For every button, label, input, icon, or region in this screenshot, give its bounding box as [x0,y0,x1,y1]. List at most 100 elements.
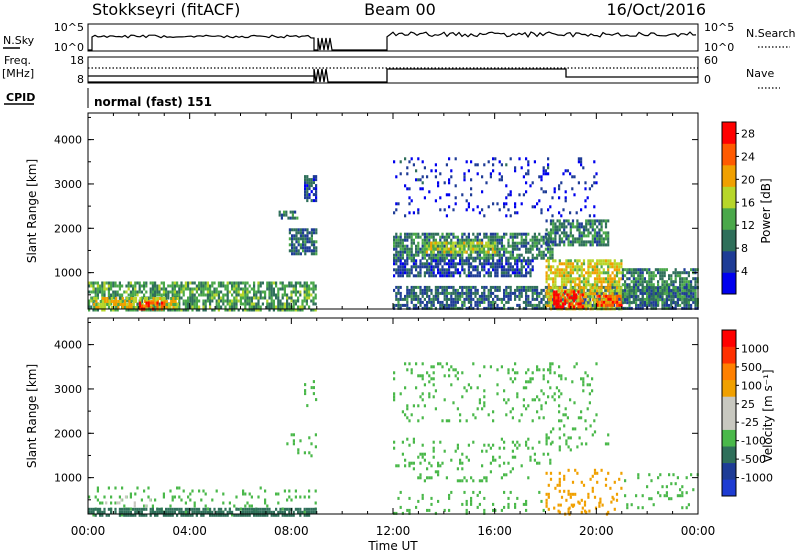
heatmap-cell [650,274,653,278]
heatmap-cell [574,280,577,284]
heatmap-cell [195,284,198,288]
heatmap-cell [235,507,238,511]
heatmap-cell [443,253,446,257]
heatmap-cell [170,303,173,306]
heatmap-cell [443,271,446,275]
heatmap-cell [554,486,557,490]
heatmap-cell [536,238,539,242]
heatmap-cell [410,247,413,251]
heatmap-cell [465,160,468,164]
heatmap-cell [672,295,675,299]
heatmap-cell [239,293,242,297]
heatmap-cell [202,293,205,297]
heatmap-cell [596,298,599,302]
heatmap-cell [310,454,313,458]
heatmap-cell [421,244,424,248]
heatmap-cell [423,458,426,462]
heatmap-cell [648,277,651,281]
heatmap-cell [596,237,599,241]
heatmap-cell [558,274,561,278]
heatmap-cell [439,268,442,272]
heatmap-cell [494,285,497,289]
heatmap-cell [454,196,457,200]
heatmap-cell [637,476,640,480]
heatmap-cell [511,271,514,275]
heatmap-cell [613,268,616,272]
heatmap-cell [425,250,428,254]
heatmap-cell [138,301,141,305]
heatmap-cell [213,296,216,300]
heatmap-cell [569,265,572,269]
heatmap-cell [434,247,437,251]
heatmap-cell [445,306,448,310]
heatmap-cell [428,265,431,269]
heatmap-cell [514,288,517,292]
heatmap-cell [522,265,525,269]
heatmap-cell [165,293,168,297]
heatmap-cell [624,295,627,299]
heatmap-cell [571,280,575,284]
heatmap-cell [635,283,638,287]
heatmap-cell [426,232,429,236]
heatmap-cell [275,492,278,496]
heatmap-cell [233,290,236,294]
heatmap-cell [160,293,163,297]
heatmap-cell [211,281,214,285]
heatmap-cell [558,489,561,493]
heatmap-cell [560,274,564,278]
heatmap-cell [406,247,409,251]
heatmap-cell [299,495,302,499]
heatmap-cell [648,301,651,305]
heatmap-cell [202,284,205,288]
heatmap-cell [299,234,302,238]
heatmap-cell [93,306,96,309]
heatmap-cell [514,455,517,459]
heatmap-cell [538,461,541,465]
heatmap-cell [145,284,148,288]
heatmap-cell [233,504,236,508]
heatmap-cell [659,295,662,299]
heatmap-cell [399,294,402,298]
heatmap-cell [454,291,457,295]
heatmap-cell [443,303,446,307]
heatmap-cell [114,501,117,505]
heatmap-cell [637,289,640,293]
heatmap-cell [500,235,503,239]
heatmap-cell [291,252,294,256]
heatmap-cell [222,492,225,496]
heatmap-cell [253,290,256,294]
heatmap-cell [421,374,424,378]
heatmap-cell [445,193,448,197]
heatmap-cell [437,300,440,304]
heatmap-cell [652,295,655,299]
heatmap-cell [299,308,302,312]
heatmap-cell [582,483,586,487]
heatmap-cell [507,268,510,272]
heatmap-cell [542,368,545,372]
heatmap-cell [615,271,619,275]
heatmap-cell [607,301,610,305]
heatmap-cell [182,513,185,517]
heatmap-cell [96,296,99,300]
heatmap-cell [685,294,688,298]
heatmap-cell [593,304,597,308]
heatmap-cell [439,274,442,278]
heatmap-cell [450,297,453,301]
heatmap-cell [467,169,470,173]
heatmap-cell [215,299,218,303]
heatmap-cell [443,241,446,245]
heatmap-cell [478,502,481,506]
heatmap-cell [593,231,597,235]
heatmap-cell [156,284,159,288]
heatmap-cell [591,286,594,290]
heatmap-cell [419,178,422,182]
heatmap-cell [549,219,553,223]
heatmap-cell [246,293,249,297]
heatmap-cell [454,256,457,260]
heatmap-cell [461,452,464,456]
heatmap-cell [551,253,554,257]
heatmap-cell [443,238,446,242]
heatmap-cell [581,293,584,297]
heatmap-cell [176,303,179,306]
heatmap-cell [514,377,517,381]
